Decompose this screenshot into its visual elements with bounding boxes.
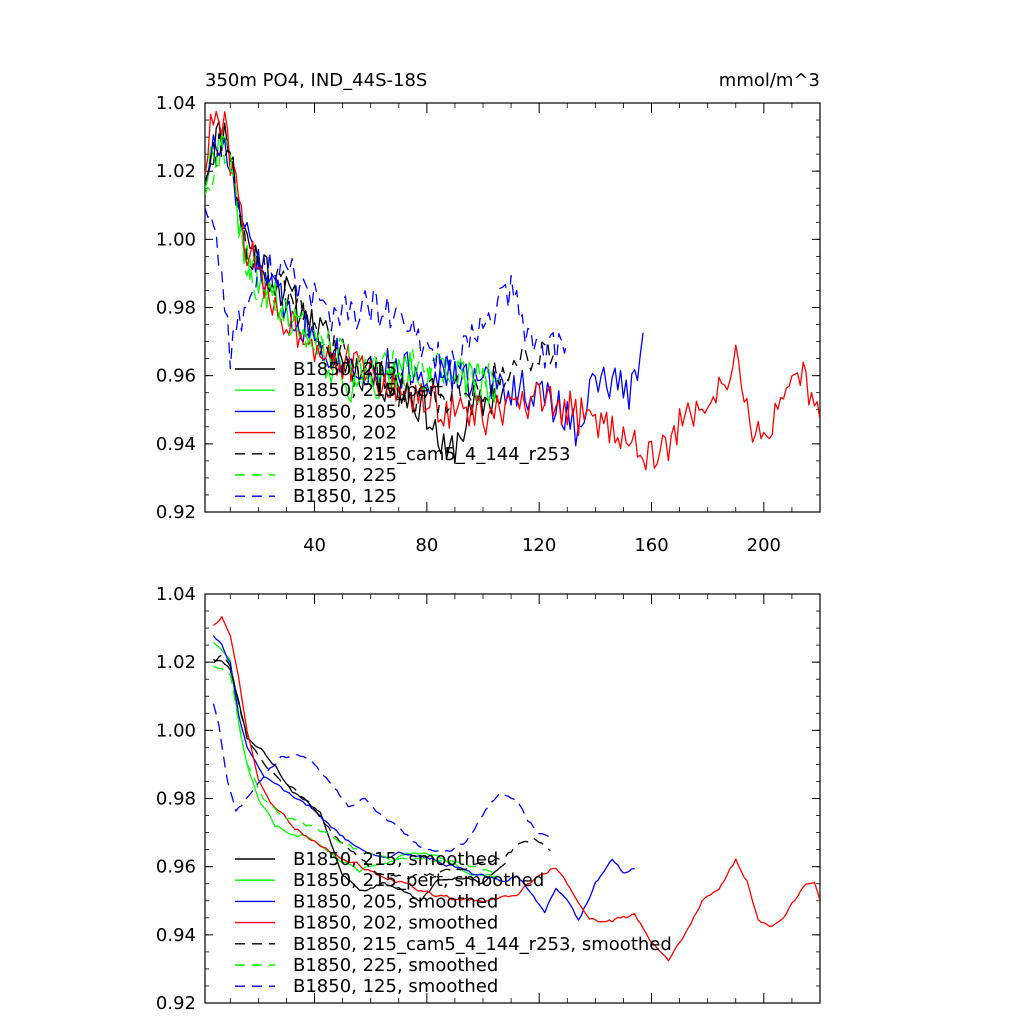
legend-label: B1850, 205 — [293, 401, 397, 422]
units-label: mmol/m^3 — [719, 70, 820, 91]
y-tick-label: 1.00 — [156, 720, 196, 741]
y-tick-label: 0.98 — [156, 789, 196, 810]
y-tick-label: 1.00 — [156, 229, 196, 250]
series-line-4 — [205, 133, 554, 414]
y-tick-label: 1.02 — [156, 161, 196, 182]
series-line-6 — [212, 703, 554, 853]
legend-label: B1850, 215 — [293, 359, 397, 380]
y-tick-label: 1.04 — [156, 584, 196, 605]
y-tick-label: 0.92 — [156, 993, 196, 1014]
x-tick-label: 160 — [634, 535, 668, 556]
series-line-5 — [213, 665, 495, 873]
y-tick-label: 1.04 — [156, 93, 196, 114]
series-line-3 — [213, 616, 820, 962]
y-tick-label: 0.92 — [156, 502, 196, 523]
legend-label: B1850, 225 — [293, 465, 397, 486]
y-tick-label: 0.96 — [156, 366, 196, 387]
legend-label: B1850, 125, smoothed — [293, 976, 498, 997]
series-line-2 — [205, 134, 644, 447]
legend-label: B1850, 205, smoothed — [293, 891, 498, 912]
legend-label: B1850, 202, smoothed — [293, 913, 498, 934]
x-tick-label: 40 — [303, 535, 326, 556]
series-line-5 — [205, 134, 495, 392]
legend-label: B1850, 202 — [293, 423, 397, 444]
legend-label: B1850, 215, smoothed — [293, 849, 498, 870]
series-line-0 — [213, 658, 506, 902]
y-tick-label: 0.98 — [156, 298, 196, 319]
bottom-panel: 0.92 0.94 0.96 0.98 1.00 1.02 1.04 B1850, 215, … — [156, 584, 821, 1014]
legend-label: B1850, 215_pert, smoothed — [293, 870, 544, 891]
x-tick-label: 120 — [522, 535, 556, 556]
chart-title: 350m PO4, IND_44S-18S — [205, 70, 427, 91]
y-tick-label: 0.96 — [156, 857, 196, 878]
series-line-1 — [212, 641, 498, 878]
y-tick-label: 0.94 — [156, 925, 196, 946]
y-tick-label: 0.94 — [156, 434, 196, 455]
legend-label: B1850, 225, smoothed — [293, 955, 498, 976]
legend-label: B1850, 215_pert — [293, 380, 443, 401]
series-line-4 — [213, 654, 551, 880]
top-panel: 0.92 0.94 0.96 0.98 1.00 1.02 1.04 40 80 120 160 20… — [156, 70, 821, 556]
series-line-6 — [205, 207, 568, 378]
x-tick-label: 200 — [747, 535, 781, 556]
x-tick-label: 80 — [415, 535, 438, 556]
series-group — [205, 110, 820, 471]
series-line-0 — [205, 120, 507, 464]
legend-label: B1850, 125 — [293, 486, 397, 507]
series-group — [212, 616, 820, 962]
y-tick-label: 1.02 — [156, 652, 196, 673]
legend-label: B1850, 215_cam5_4_144_r253, smoothed — [293, 934, 672, 955]
legend-label: B1850, 215_cam5_4_144_r253 — [293, 444, 570, 465]
